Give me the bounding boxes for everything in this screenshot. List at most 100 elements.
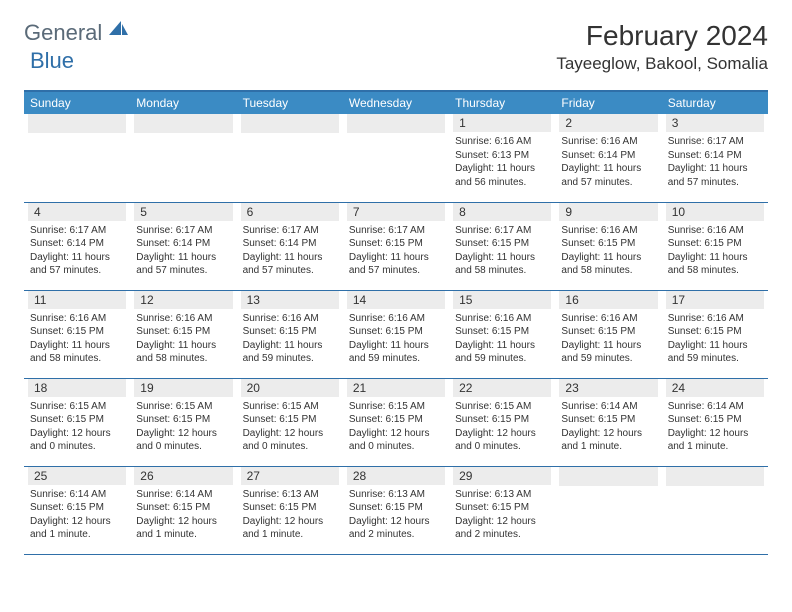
sunset-text: Sunset: 6:15 PM <box>455 325 549 339</box>
day-cell-inner <box>343 114 449 137</box>
day-cell-inner: 7Sunrise: 6:17 AMSunset: 6:15 PMDaylight… <box>343 203 449 282</box>
brand-general: General <box>24 20 102 46</box>
calendar-day-cell <box>555 466 661 554</box>
day-number-empty <box>28 114 126 133</box>
sunset-text: Sunset: 6:15 PM <box>349 325 443 339</box>
day-details: Sunrise: 6:17 AMSunset: 6:14 PMDaylight:… <box>241 224 339 278</box>
daylight-text: Daylight: 11 hours and 58 minutes. <box>561 251 655 278</box>
sunrise-text: Sunrise: 6:16 AM <box>455 312 549 326</box>
sunrise-text: Sunrise: 6:16 AM <box>561 224 655 238</box>
sunrise-text: Sunrise: 6:16 AM <box>668 312 762 326</box>
day-number: 24 <box>666 379 764 397</box>
day-number-empty <box>559 467 657 486</box>
day-cell-inner <box>237 114 343 137</box>
day-details: Sunrise: 6:16 AMSunset: 6:15 PMDaylight:… <box>241 312 339 366</box>
sunrise-text: Sunrise: 6:16 AM <box>136 312 230 326</box>
day-details: Sunrise: 6:16 AMSunset: 6:15 PMDaylight:… <box>28 312 126 366</box>
day-details: Sunrise: 6:16 AMSunset: 6:15 PMDaylight:… <box>347 312 445 366</box>
day-details: Sunrise: 6:15 AMSunset: 6:15 PMDaylight:… <box>347 400 445 454</box>
day-cell-inner <box>130 114 236 137</box>
sunrise-text: Sunrise: 6:13 AM <box>455 488 549 502</box>
sunset-text: Sunset: 6:14 PM <box>561 149 655 163</box>
day-cell-inner: 18Sunrise: 6:15 AMSunset: 6:15 PMDayligh… <box>24 379 130 458</box>
day-details: Sunrise: 6:13 AMSunset: 6:15 PMDaylight:… <box>241 488 339 542</box>
sunrise-text: Sunrise: 6:14 AM <box>30 488 124 502</box>
day-details: Sunrise: 6:17 AMSunset: 6:14 PMDaylight:… <box>666 135 764 189</box>
daylight-text: Daylight: 12 hours and 0 minutes. <box>455 427 549 454</box>
daylight-text: Daylight: 11 hours and 59 minutes. <box>349 339 443 366</box>
sunrise-text: Sunrise: 6:17 AM <box>30 224 124 238</box>
sunrise-text: Sunrise: 6:17 AM <box>455 224 549 238</box>
day-details: Sunrise: 6:17 AMSunset: 6:15 PMDaylight:… <box>453 224 551 278</box>
sunset-text: Sunset: 6:15 PM <box>349 413 443 427</box>
day-cell-inner: 27Sunrise: 6:13 AMSunset: 6:15 PMDayligh… <box>237 467 343 546</box>
day-cell-inner: 26Sunrise: 6:14 AMSunset: 6:15 PMDayligh… <box>130 467 236 546</box>
calendar-day-cell: 14Sunrise: 6:16 AMSunset: 6:15 PMDayligh… <box>343 290 449 378</box>
daylight-text: Daylight: 11 hours and 59 minutes. <box>668 339 762 366</box>
calendar-day-cell: 11 Sunrise: 6:16 AMSunset: 6:15 PMDayligh… <box>24 290 130 378</box>
day-number: 3 <box>666 114 764 132</box>
calendar-week-row: 18Sunrise: 6:15 AMSunset: 6:15 PMDayligh… <box>24 378 768 466</box>
daylight-text: Daylight: 12 hours and 0 minutes. <box>243 427 337 454</box>
day-cell-inner: 21Sunrise: 6:15 AMSunset: 6:15 PMDayligh… <box>343 379 449 458</box>
day-cell-inner: 2Sunrise: 6:16 AMSunset: 6:14 PMDaylight… <box>555 114 661 193</box>
day-cell-inner: 24Sunrise: 6:14 AMSunset: 6:15 PMDayligh… <box>662 379 768 458</box>
location-text: Tayeeglow, Bakool, Somalia <box>556 54 768 74</box>
day-cell-inner: 4Sunrise: 6:17 AMSunset: 6:14 PMDaylight… <box>24 203 130 282</box>
day-cell-inner: 6 Sunrise: 6:17 AMSunset: 6:14 PMDaylight… <box>237 203 343 282</box>
sunset-text: Sunset: 6:15 PM <box>668 413 762 427</box>
day-number-empty <box>134 114 232 133</box>
weekday-saturday: Saturday <box>662 91 768 114</box>
sunrise-text: Sunrise: 6:17 AM <box>243 224 337 238</box>
day-number: 19 <box>134 379 232 397</box>
weekday-thursday: Thursday <box>449 91 555 114</box>
calendar-day-cell: 24Sunrise: 6:14 AMSunset: 6:15 PMDayligh… <box>662 378 768 466</box>
daylight-text: Daylight: 12 hours and 1 minute. <box>561 427 655 454</box>
calendar-day-cell: 9 Sunrise: 6:16 AMSunset: 6:15 PMDaylight… <box>555 202 661 290</box>
daylight-text: Daylight: 11 hours and 57 minutes. <box>561 162 655 189</box>
sunrise-text: Sunrise: 6:15 AM <box>30 400 124 414</box>
day-cell-inner: 19Sunrise: 6:15 AMSunset: 6:15 PMDayligh… <box>130 379 236 458</box>
day-number: 1 <box>453 114 551 132</box>
day-number: 12 <box>134 291 232 309</box>
brand-blue: Blue <box>30 48 74 73</box>
sunset-text: Sunset: 6:15 PM <box>455 501 549 515</box>
daylight-text: Daylight: 11 hours and 57 minutes. <box>668 162 762 189</box>
day-number: 29 <box>453 467 551 485</box>
day-cell-inner: 23Sunrise: 6:14 AMSunset: 6:15 PMDayligh… <box>555 379 661 458</box>
day-details: Sunrise: 6:17 AMSunset: 6:15 PMDaylight:… <box>347 224 445 278</box>
calendar-day-cell: 15Sunrise: 6:16 AMSunset: 6:15 PMDayligh… <box>449 290 555 378</box>
sunrise-text: Sunrise: 6:15 AM <box>136 400 230 414</box>
sunrise-text: Sunrise: 6:16 AM <box>455 135 549 149</box>
daylight-text: Daylight: 12 hours and 2 minutes. <box>349 515 443 542</box>
calendar-day-cell: 16Sunrise: 6:16 AMSunset: 6:15 PMDayligh… <box>555 290 661 378</box>
daylight-text: Daylight: 12 hours and 1 minute. <box>30 515 124 542</box>
day-number: 18 <box>28 379 126 397</box>
sunset-text: Sunset: 6:15 PM <box>30 325 124 339</box>
sunrise-text: Sunrise: 6:13 AM <box>349 488 443 502</box>
sunrise-text: Sunrise: 6:14 AM <box>136 488 230 502</box>
day-number-empty <box>347 114 445 133</box>
day-number: 6 <box>241 203 339 221</box>
day-cell-inner: 12Sunrise: 6:16 AMSunset: 6:15 PMDayligh… <box>130 291 236 370</box>
day-details: Sunrise: 6:15 AMSunset: 6:15 PMDaylight:… <box>241 400 339 454</box>
calendar-day-cell: 25Sunrise: 6:14 AMSunset: 6:15 PMDayligh… <box>24 466 130 554</box>
calendar-day-cell: 4Sunrise: 6:17 AMSunset: 6:14 PMDaylight… <box>24 202 130 290</box>
sunset-text: Sunset: 6:15 PM <box>30 413 124 427</box>
day-details: Sunrise: 6:14 AMSunset: 6:15 PMDaylight:… <box>559 400 657 454</box>
day-details: Sunrise: 6:16 AMSunset: 6:15 PMDaylight:… <box>666 312 764 366</box>
daylight-text: Daylight: 11 hours and 57 minutes. <box>136 251 230 278</box>
sunset-text: Sunset: 6:13 PM <box>455 149 549 163</box>
sunset-text: Sunset: 6:15 PM <box>30 501 124 515</box>
sunrise-text: Sunrise: 6:15 AM <box>349 400 443 414</box>
day-details: Sunrise: 6:16 AMSunset: 6:14 PMDaylight:… <box>559 135 657 189</box>
sunset-text: Sunset: 6:15 PM <box>455 413 549 427</box>
sunset-text: Sunset: 6:14 PM <box>30 237 124 251</box>
day-details: Sunrise: 6:17 AMSunset: 6:14 PMDaylight:… <box>134 224 232 278</box>
day-number: 11 <box>28 291 126 309</box>
day-details: Sunrise: 6:14 AMSunset: 6:15 PMDaylight:… <box>134 488 232 542</box>
sunset-text: Sunset: 6:15 PM <box>561 237 655 251</box>
calendar-day-cell <box>24 114 130 202</box>
day-number: 9 <box>559 203 657 221</box>
calendar-day-cell: 6 Sunrise: 6:17 AMSunset: 6:14 PMDaylight… <box>237 202 343 290</box>
